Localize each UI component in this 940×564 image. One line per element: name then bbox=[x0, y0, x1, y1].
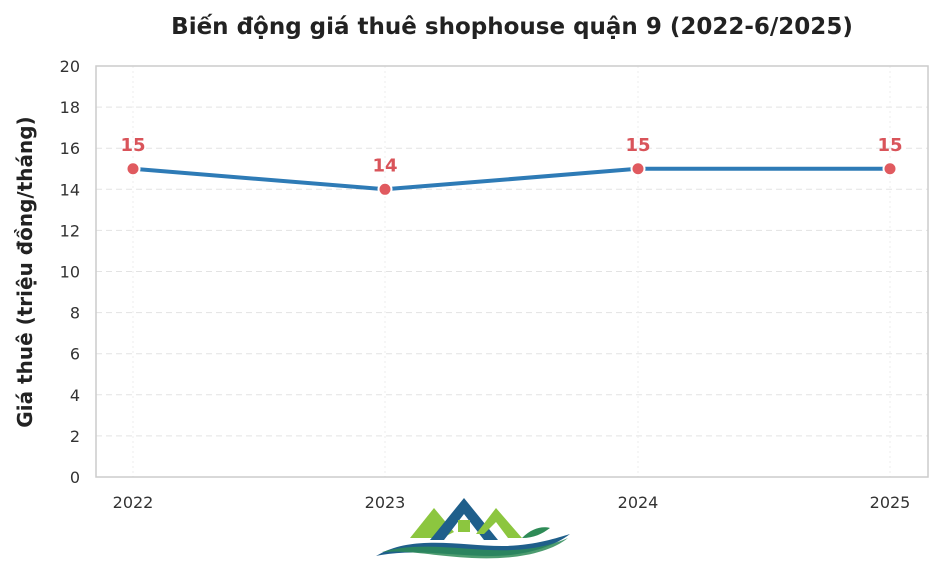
logo-wave-green bbox=[382, 538, 568, 559]
y-tick-label: 4 bbox=[70, 386, 80, 405]
y-tick-label: 10 bbox=[60, 263, 80, 282]
data-markers bbox=[125, 161, 898, 197]
data-label: 15 bbox=[120, 135, 145, 156]
x-tick-label: 2023 bbox=[365, 493, 406, 512]
y-tick-label: 6 bbox=[70, 345, 80, 364]
house-wave-logo bbox=[376, 498, 570, 559]
y-tick-label: 8 bbox=[70, 304, 80, 323]
y-axis-label: Giá thuê (triệu đồng/tháng) bbox=[13, 116, 37, 427]
data-point bbox=[630, 161, 646, 177]
y-tick-label: 0 bbox=[70, 468, 80, 487]
y-tick-label: 2 bbox=[70, 427, 80, 446]
gridlines bbox=[96, 66, 928, 477]
y-tick-label: 20 bbox=[60, 57, 80, 76]
x-tick-label: 2025 bbox=[870, 493, 911, 512]
data-point bbox=[882, 161, 898, 177]
data-point bbox=[377, 181, 393, 197]
series-line-path bbox=[132, 166, 890, 192]
x-tick-label: 2022 bbox=[113, 493, 154, 512]
data-label: 15 bbox=[625, 135, 650, 156]
data-labels: 15 14 15 15 bbox=[120, 135, 902, 177]
x-tick-label: 2024 bbox=[618, 493, 659, 512]
data-label: 15 bbox=[877, 135, 902, 156]
chart-title: Biến động giá thuê shophouse quận 9 (202… bbox=[171, 13, 853, 40]
y-tick-label: 12 bbox=[60, 221, 80, 240]
logo-window bbox=[458, 520, 470, 532]
series-line bbox=[132, 166, 890, 192]
y-axis-ticks: 0 2 4 6 8 10 12 14 16 18 20 bbox=[60, 57, 80, 487]
data-label: 14 bbox=[372, 155, 397, 176]
plot-frame bbox=[95, 65, 929, 478]
y-tick-label: 18 bbox=[60, 98, 80, 117]
y-tick-label: 14 bbox=[60, 180, 80, 199]
x-axis-ticks: 2022 2023 2024 2025 bbox=[113, 493, 911, 512]
data-point bbox=[125, 161, 141, 177]
y-tick-label: 16 bbox=[60, 139, 80, 158]
logo-roof-right bbox=[476, 508, 522, 538]
logo-leaf bbox=[522, 527, 550, 538]
